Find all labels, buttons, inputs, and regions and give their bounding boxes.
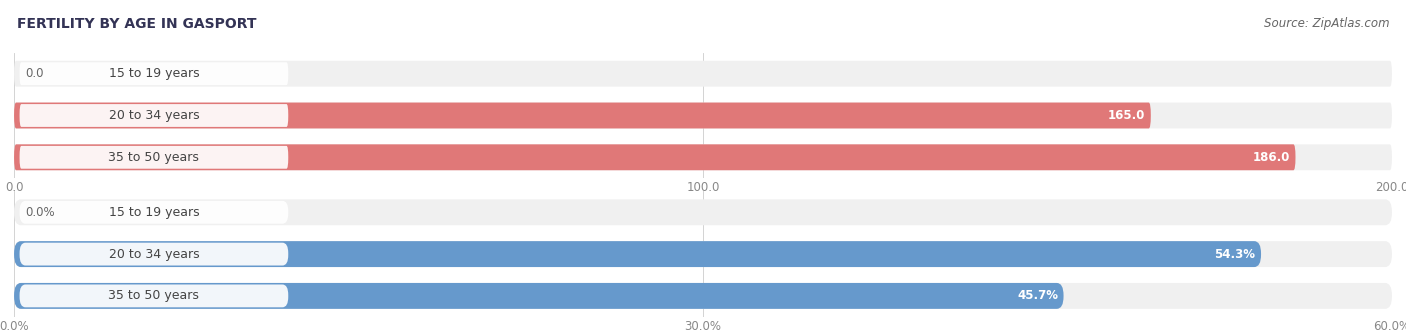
FancyBboxPatch shape [20,146,288,169]
FancyBboxPatch shape [20,104,288,127]
Text: 0.0%: 0.0% [25,206,55,219]
FancyBboxPatch shape [14,241,1392,267]
Text: 165.0: 165.0 [1108,109,1146,122]
Text: 20 to 34 years: 20 to 34 years [108,248,200,261]
FancyBboxPatch shape [14,103,1392,128]
Text: 20 to 34 years: 20 to 34 years [108,109,200,122]
Text: Source: ZipAtlas.com: Source: ZipAtlas.com [1264,16,1389,29]
FancyBboxPatch shape [14,144,1392,170]
FancyBboxPatch shape [20,62,288,85]
Text: 54.3%: 54.3% [1215,248,1256,261]
FancyBboxPatch shape [14,241,1261,267]
Text: 186.0: 186.0 [1253,151,1289,164]
FancyBboxPatch shape [14,283,1392,309]
FancyBboxPatch shape [14,283,1063,309]
FancyBboxPatch shape [20,201,288,224]
FancyBboxPatch shape [20,284,288,307]
Text: 15 to 19 years: 15 to 19 years [108,206,200,219]
Text: 0.0: 0.0 [25,67,44,80]
Text: 45.7%: 45.7% [1017,289,1059,302]
FancyBboxPatch shape [20,243,288,266]
FancyBboxPatch shape [14,144,1295,170]
Text: 15 to 19 years: 15 to 19 years [108,67,200,80]
FancyBboxPatch shape [14,103,1152,128]
FancyBboxPatch shape [14,199,1392,225]
FancyBboxPatch shape [14,61,1392,87]
Text: 35 to 50 years: 35 to 50 years [108,151,200,164]
Text: 35 to 50 years: 35 to 50 years [108,289,200,302]
Text: FERTILITY BY AGE IN GASPORT: FERTILITY BY AGE IN GASPORT [17,16,256,30]
